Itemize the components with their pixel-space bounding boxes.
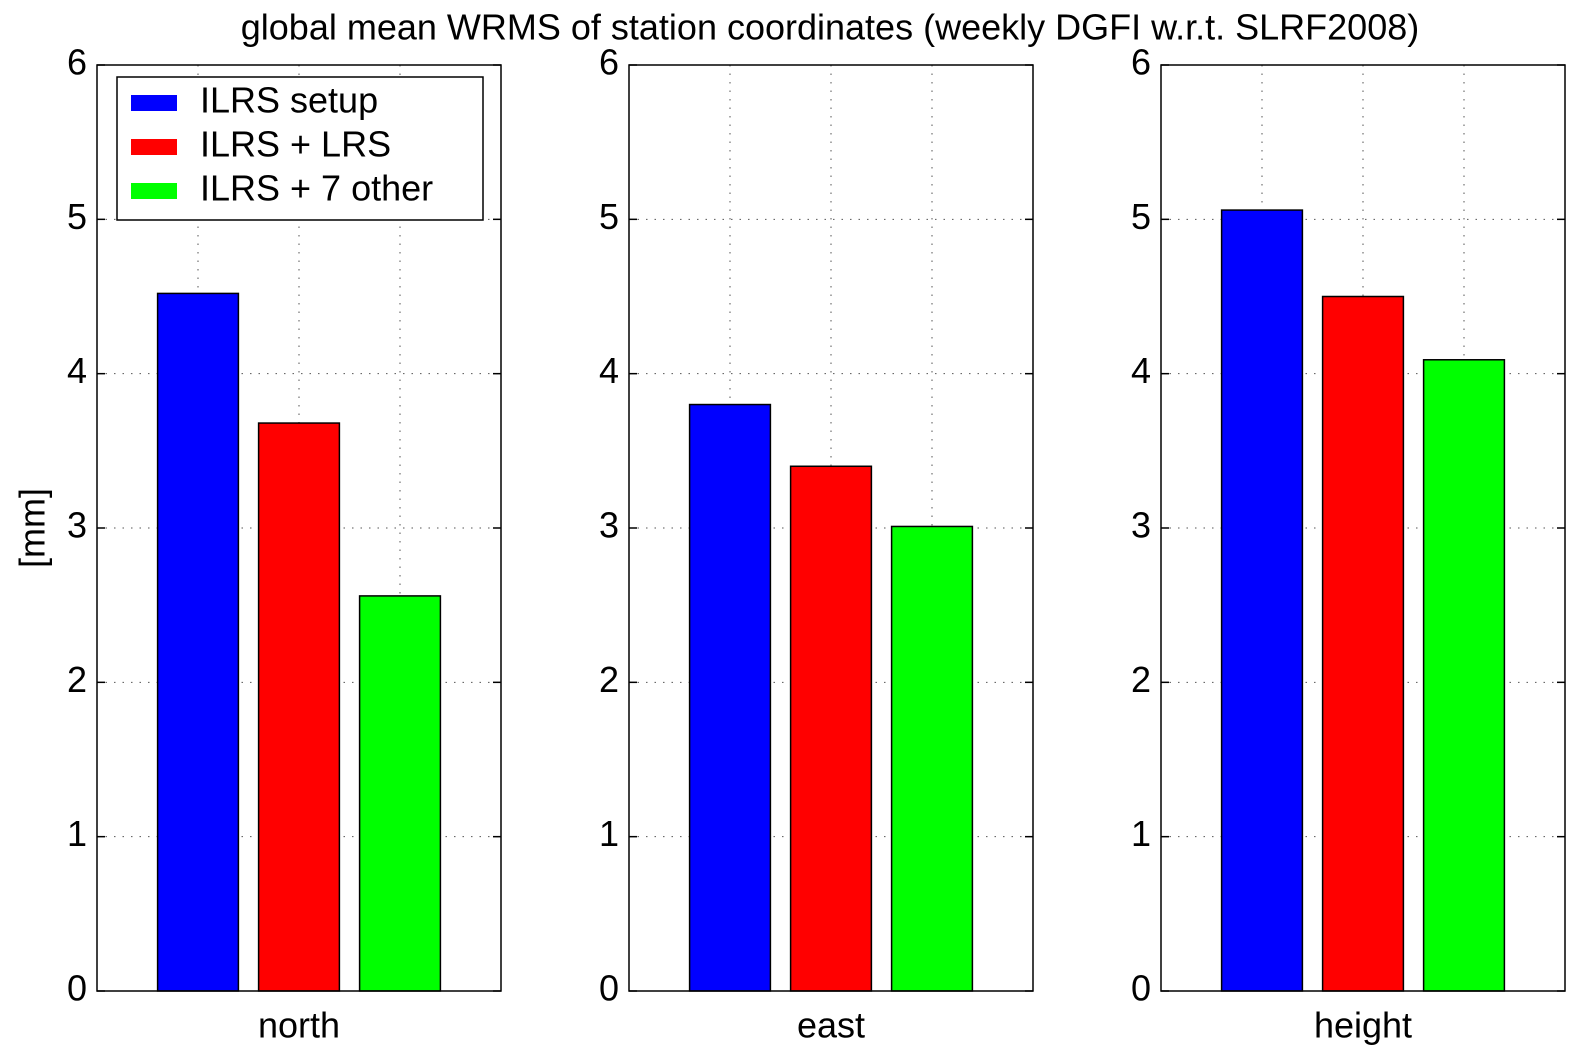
x-category-label: height <box>1314 1005 1412 1046</box>
y-tick-label: 1 <box>1131 813 1151 854</box>
y-tick-label: 6 <box>599 42 619 83</box>
y-tick-label: 1 <box>599 813 619 854</box>
y-tick-label: 4 <box>67 350 87 391</box>
axes-box <box>1160 64 1566 992</box>
y-tick-label: 4 <box>599 350 619 391</box>
y-tick-label: 0 <box>599 968 619 1009</box>
legend-box <box>116 76 484 221</box>
y-tick-label: 3 <box>1131 505 1151 546</box>
chart-title: global mean WRMS of station coordinates … <box>241 7 1419 48</box>
y-tick-label: 6 <box>1131 42 1151 83</box>
y-tick-label: 2 <box>67 659 87 700</box>
y-tick-label: 2 <box>599 659 619 700</box>
y-tick-label: 1 <box>67 813 87 854</box>
y-tick-label: 5 <box>599 196 619 237</box>
y-tick-label: 0 <box>67 968 87 1009</box>
bar <box>358 595 442 992</box>
bar <box>1321 295 1405 992</box>
legend-label: ILRS + 7 other <box>200 168 433 209</box>
y-tick-label: 6 <box>67 42 87 83</box>
bar <box>257 422 341 992</box>
bar <box>890 525 974 992</box>
y-tick-label: 0 <box>1131 968 1151 1009</box>
x-category-label: north <box>258 1005 340 1046</box>
legend-swatch <box>131 183 177 199</box>
legend-swatch <box>131 139 177 155</box>
bar <box>1422 359 1506 992</box>
bar <box>789 465 873 992</box>
y-tick-label: 3 <box>67 505 87 546</box>
legend-label: ILRS + LRS <box>200 124 391 165</box>
bar <box>688 403 772 992</box>
legend-swatch <box>131 95 177 111</box>
y-tick-label: 3 <box>599 505 619 546</box>
axes-box <box>628 64 1034 992</box>
y-tick-label: 2 <box>1131 659 1151 700</box>
y-tick-label: 5 <box>1131 196 1151 237</box>
y-axis-label: [mm] <box>12 488 53 568</box>
y-tick-label: 4 <box>1131 350 1151 391</box>
y-tick-label: 5 <box>67 196 87 237</box>
x-category-label: east <box>797 1005 865 1046</box>
axes-box <box>96 64 502 992</box>
legend-label: ILRS setup <box>200 80 378 121</box>
bar <box>1220 209 1304 992</box>
bar <box>156 292 240 992</box>
